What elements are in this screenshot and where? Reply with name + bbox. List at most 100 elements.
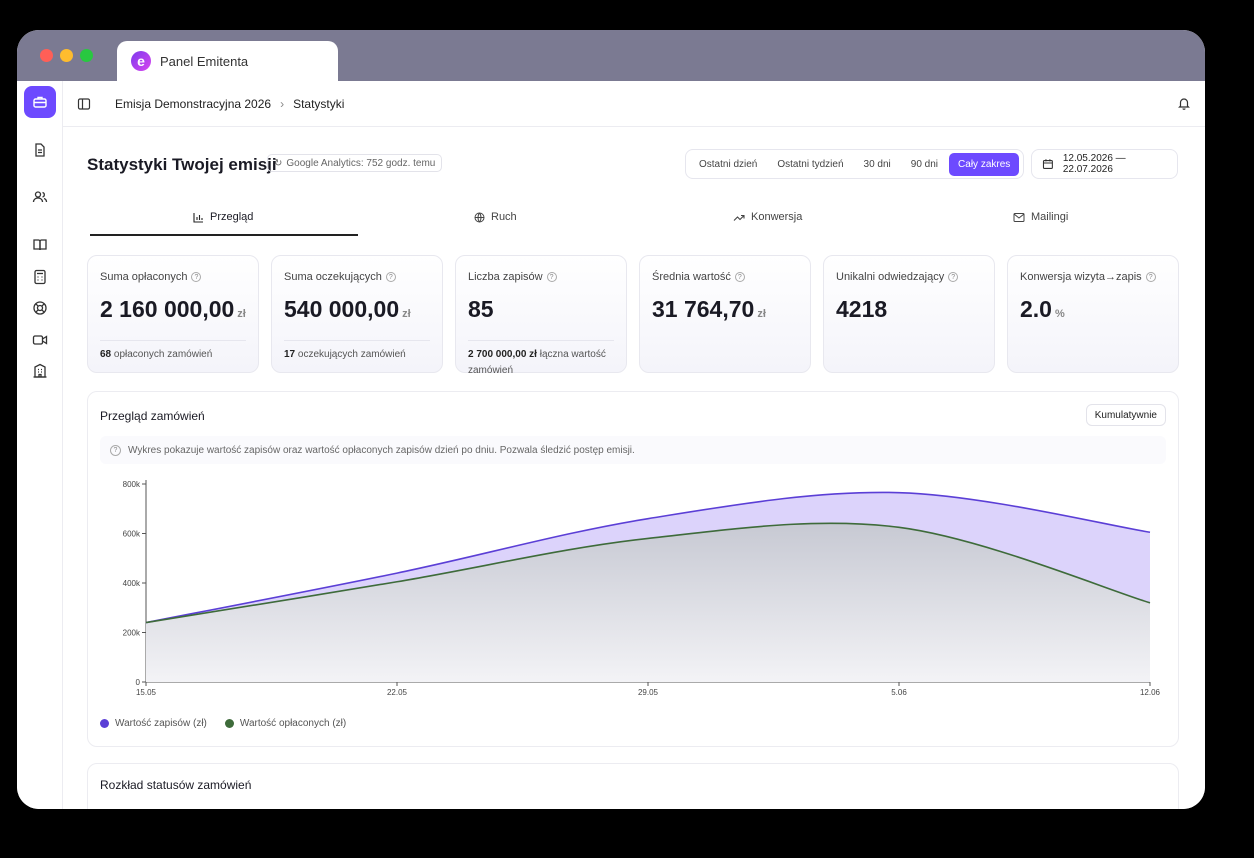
y-tick-label: 800k <box>123 480 141 489</box>
kpi-note-number: 68 <box>100 349 112 360</box>
chevron-right-icon: › <box>280 96 285 111</box>
kpi-card-visitors: Unikalni odwiedzający? 4218 <box>823 255 995 373</box>
divider <box>468 340 614 341</box>
analytics-sync-text: Google Analytics: 752 godz. temu <box>286 157 436 169</box>
kpi-value: 540 000,00 zł <box>284 296 411 323</box>
sidebar-item-company[interactable] <box>24 355 56 387</box>
range-90-days[interactable]: 90 dni <box>910 158 939 170</box>
analytics-sync-badge[interactable]: ↻ Google Analytics: 752 godz. temu <box>267 154 443 172</box>
sidebar-item-video[interactable] <box>24 324 56 356</box>
kpi-unit: zł <box>237 308 246 320</box>
orders-area-chart[interactable]: 0 200k 400k 600k 800k 15.05 22.05 29.05 5.06 12.0… <box>88 472 1180 712</box>
legend-swatch <box>100 719 109 728</box>
divider <box>100 340 246 341</box>
legend-swatch <box>224 719 234 728</box>
x-tick-label: 12.06 <box>1140 688 1161 697</box>
calculator-icon <box>34 269 46 285</box>
main-content: Statystyki Twojej emisji ↻ Google Analyt… <box>63 127 1205 809</box>
help-icon[interactable]: ? <box>191 272 202 282</box>
title-bar: e Panel Emitenta <box>17 30 1205 81</box>
sidebar-item-calculator[interactable] <box>24 261 56 293</box>
kpi-unit: % <box>1054 308 1065 320</box>
help-icon[interactable]: ? <box>948 272 959 282</box>
trending-up-icon <box>733 214 745 221</box>
kpi-card-conversion: Konwersja wizyta→zapis? 2.0% <box>1007 255 1179 373</box>
x-tick-label: 5.06 <box>891 688 907 697</box>
range-30-days[interactable]: 30 dni <box>863 158 891 170</box>
kpi-note-text: oczekujących zamówień <box>295 349 406 360</box>
minimize-window-button[interactable] <box>60 49 73 62</box>
kpi-value-number: 31 764,70 <box>652 296 755 322</box>
legend-label: Wartość opłaconych (zł) <box>239 718 347 729</box>
browser-tab[interactable]: e Panel Emitenta <box>117 41 338 81</box>
date-range-picker[interactable]: 12.05.2026 — 22.07.2026 <box>1031 149 1178 179</box>
sidebar-item-support[interactable] <box>24 292 56 324</box>
bell-icon[interactable] <box>1177 96 1191 110</box>
range-last-day[interactable]: Ostatni dzień <box>699 158 758 170</box>
tab-overview[interactable]: Przegląd <box>193 211 253 223</box>
legend-item-subscriptions[interactable]: Wartość zapisów (zł) <box>100 718 207 729</box>
kpi-value: 85 <box>468 296 494 323</box>
sidebar-toggle-icon[interactable] <box>77 97 91 111</box>
briefcase-icon <box>33 96 47 108</box>
sidebar-item-knowledge[interactable] <box>24 229 56 261</box>
building-icon <box>33 363 47 378</box>
kpi-value-number: 2.0 <box>1020 296 1052 322</box>
close-window-button[interactable] <box>40 49 53 62</box>
kpi-unit: zł <box>757 308 766 320</box>
kpi-note-number: 2 700 000,00 zł <box>468 349 537 360</box>
kpi-label-text: Konwersja wizyta→zapis <box>1020 271 1142 283</box>
kpi-note: 68 opłaconych zamówień <box>100 347 212 363</box>
sidebar-item-investors[interactable] <box>24 181 56 213</box>
tab-mailings[interactable]: Mailingi <box>1013 211 1068 223</box>
kpi-label-text: Średnia wartość <box>652 271 731 283</box>
kpi-label: Konwersja wizyta→zapis? <box>1020 271 1156 283</box>
browser-window: e Panel Emitenta E <box>17 30 1205 809</box>
kpi-value-number: 85 <box>468 296 494 322</box>
page-title: Statystyki Twojej emisji <box>87 155 277 174</box>
tab-traffic-label: Ruch <box>491 211 517 223</box>
help-icon[interactable]: ? <box>1145 272 1156 282</box>
kpi-label-text: Suma oczekujących <box>284 271 382 283</box>
kpi-value: 2.0% <box>1020 296 1065 323</box>
range-last-week[interactable]: Ostatni tydzień <box>777 158 844 170</box>
kpi-note: 2 700 000,00 zł łączna wartość zamówień <box>468 347 608 379</box>
tab-conversion[interactable]: Konwersja <box>733 211 802 223</box>
kpi-value-number: 2 160 000,00 <box>100 296 235 322</box>
maximize-window-button[interactable] <box>80 49 93 62</box>
chart-info: ? Wykres pokazuje wartość zapisów oraz w… <box>100 436 1166 464</box>
breadcrumb-emission[interactable]: Emisja Demonstracyjna 2026 <box>115 96 272 111</box>
top-bar: Emisja Demonstracyjna 2026 › Statystyki <box>63 81 1205 127</box>
cumulative-toggle-button[interactable]: Kumulatywnie <box>1085 404 1166 426</box>
kpi-card-pending-sum: Suma oczekujących? 540 000,00 zł 17 oczek… <box>271 255 443 373</box>
chart-title: Przegląd zamówień <box>100 409 205 423</box>
chart-legend: Wartość zapisów (zł) Wartość opłaconych … <box>100 718 346 729</box>
kpi-value: 4218 <box>836 296 887 323</box>
globe-icon <box>474 212 485 222</box>
tab-overview-label: Przegląd <box>210 211 254 223</box>
sidebar-item-emissions[interactable] <box>24 86 56 118</box>
chart-info-text: Wykres pokazuje wartość zapisów oraz war… <box>128 444 635 456</box>
calendar-icon <box>1042 159 1053 169</box>
active-tab-indicator <box>90 234 358 236</box>
kpi-value-number: 4218 <box>836 296 888 322</box>
users-icon <box>32 191 48 203</box>
tab-traffic[interactable]: Ruch <box>474 211 517 223</box>
kpi-label-text: Liczba zapisów <box>468 271 543 283</box>
help-icon[interactable]: ? <box>546 272 557 282</box>
document-icon <box>35 143 45 157</box>
lifebuoy-icon <box>33 301 47 315</box>
kpi-value: 2 160 000,00 zł <box>100 296 246 323</box>
book-icon <box>33 239 47 251</box>
sidebar-item-documents[interactable] <box>24 134 56 166</box>
tab-mailings-label: Mailingi <box>1031 211 1069 223</box>
kpi-note-number: 17 <box>284 349 296 360</box>
status-distribution-card: Rozkład statusów zamówień <box>87 763 1179 809</box>
range-all[interactable]: Cały zakres <box>949 152 1020 176</box>
x-tick-label: 29.05 <box>638 688 659 697</box>
legend-item-paid[interactable]: Wartość opłaconych (zł) <box>224 718 347 729</box>
help-icon[interactable]: ? <box>385 272 396 282</box>
help-icon[interactable]: ? <box>734 272 745 282</box>
kpi-label: Liczba zapisów? <box>468 271 557 283</box>
x-tick-label: 15.05 <box>136 688 157 697</box>
